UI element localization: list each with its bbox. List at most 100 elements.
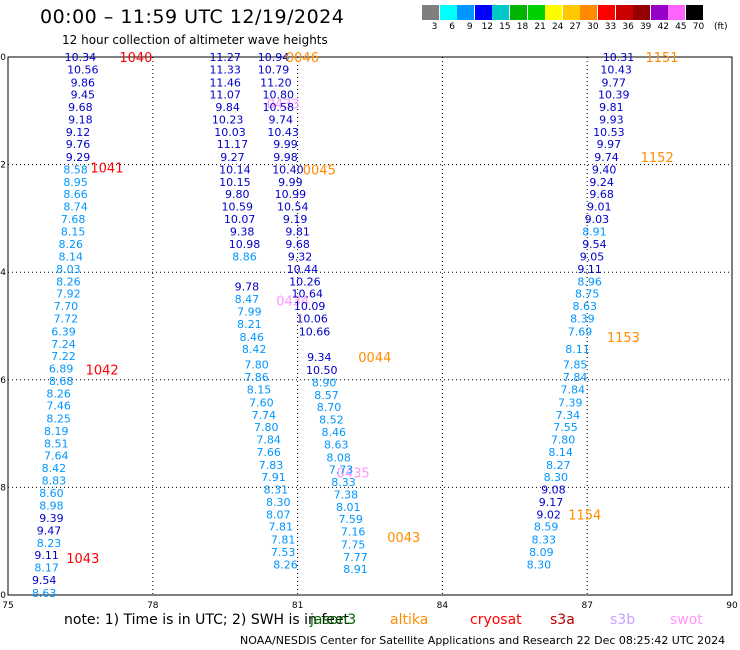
wave-height-value: 8.33 — [532, 534, 557, 547]
y-tick-label: 22 — [0, 161, 6, 171]
wave-height-value: 10.59 — [222, 201, 254, 214]
wave-height-value: 8.19 — [44, 425, 69, 438]
wave-height-value: 10.34 — [65, 51, 97, 64]
wave-height-value: 7.34 — [556, 409, 581, 422]
wave-height-value: 9.47 — [37, 524, 62, 537]
legend-label: 24 — [551, 22, 564, 32]
page-title: 00:00 – 11:59 UTC 12/19/2024 — [40, 6, 345, 28]
mission-label-jason3: jason3 — [310, 612, 357, 628]
wave-height-value: 8.30 — [544, 471, 569, 484]
legend-label: 45 — [675, 22, 687, 32]
legend-swatch — [686, 5, 703, 20]
wave-height-value: 7.81 — [271, 534, 296, 547]
wave-height-value: 7.75 — [341, 538, 366, 551]
wave-height-value: 7.74 — [252, 409, 277, 422]
wave-height-value: 9.40 — [592, 163, 617, 176]
wave-height-value: 8.25 — [46, 413, 71, 426]
wave-height-value: 7.99 — [237, 305, 262, 318]
legend-label: 21 — [534, 22, 546, 32]
wave-height-value: 10.43 — [600, 63, 632, 76]
wave-height-value: 9.27 — [220, 151, 245, 164]
wave-height-value: 7.80 — [244, 359, 269, 372]
wave-height-value: 9.97 — [597, 138, 622, 151]
wave-height-value: 9.81 — [285, 225, 310, 238]
wave-height-value: 8.57 — [314, 389, 339, 402]
x-tick-label: 84 — [437, 601, 449, 611]
wave-height-value: 8.14 — [58, 251, 83, 264]
legend-label: 15 — [499, 22, 511, 32]
wave-height-value: 7.72 — [54, 312, 79, 325]
wave-height-value: 7.86 — [244, 371, 269, 384]
wave-height-value: 8.07 — [266, 508, 291, 521]
wave-height-value: 10.94 — [258, 51, 290, 64]
wave-height-value: 8.30 — [527, 558, 552, 571]
wave-height-value: 11.07 — [209, 89, 241, 102]
wave-height-value: 8.42 — [242, 343, 267, 356]
wave-height-value: 10.54 — [277, 201, 309, 214]
wave-height-value: 9.08 — [541, 484, 566, 497]
wave-height-value: 8.68 — [49, 375, 74, 388]
wave-height-value: 10.56 — [67, 63, 99, 76]
wave-height-value: 9.74 — [268, 113, 293, 126]
wave-height-value: 9.78 — [235, 281, 260, 294]
wave-height-value: 7.66 — [256, 446, 281, 459]
x-tick-label: 78 — [147, 601, 159, 611]
wave-height-value: 9.29 — [66, 151, 91, 164]
wave-height-value: 7.55 — [553, 421, 578, 434]
legend-swatch — [422, 5, 439, 20]
wave-height-value: 8.15 — [247, 383, 272, 396]
wave-height-value: 7.84 — [563, 371, 588, 384]
wave-height-value: 8.95 — [63, 176, 88, 189]
legend-swatch — [492, 5, 510, 20]
wave-height-value: 9.99 — [278, 176, 303, 189]
legend-swatch — [598, 5, 615, 20]
wave-height-value: 9.86 — [71, 76, 96, 89]
wave-height-value: 8.75 — [575, 288, 600, 301]
pass-time-label: 0045 — [303, 163, 336, 178]
wave-height-value: 9.11 — [34, 549, 59, 562]
wave-height-value: 8.70 — [317, 401, 342, 414]
y-tick-label: 20 — [0, 53, 6, 63]
wave-height-value: 10.09 — [294, 300, 326, 313]
wave-height-value: 7.39 — [558, 396, 583, 409]
legend-label: 42 — [657, 22, 670, 32]
legend-swatch — [527, 5, 545, 20]
legend-label: 39 — [639, 22, 652, 32]
wave-height-value: 9.54 — [32, 574, 57, 587]
wave-height-value: 6.39 — [51, 325, 76, 338]
pass-time-label: 0435 — [337, 466, 370, 481]
wave-height-value: 8.33 — [331, 476, 356, 489]
x-tick-label: 75 — [2, 601, 13, 611]
mission-label-s3a: s3a — [550, 612, 575, 628]
wave-height-value: 8.39 — [570, 312, 595, 325]
wave-height-value: 9.77 — [601, 76, 626, 89]
wave-height-value: 11.33 — [209, 63, 241, 76]
wave-height-value: 8.09 — [529, 546, 554, 559]
y-tick-label: 28 — [0, 483, 6, 493]
wave-height-value: 7.16 — [341, 526, 366, 539]
pass-time-label: 1042 — [86, 364, 119, 379]
wave-height-value: 10.15 — [219, 176, 251, 189]
wave-height-value: 8.90 — [312, 376, 337, 389]
wave-height-value: 8.60 — [39, 487, 64, 500]
wave-height-value: 8.86 — [232, 251, 257, 264]
wave-height-value: 8.21 — [237, 318, 262, 331]
wave-height-value: 9.03 — [585, 213, 610, 226]
legend-label: 9 — [466, 22, 473, 32]
page-subtitle: 12 hour collection of altimeter wave hei… — [62, 33, 328, 47]
wave-height-value: 9.45 — [71, 89, 96, 102]
wave-height-value: 8.26 — [56, 275, 81, 288]
wave-height-value: 7.53 — [271, 546, 296, 559]
pass-time-label: 1153 — [607, 331, 640, 346]
wave-height-value: 7.60 — [249, 396, 274, 409]
wave-height-value: 10.99 — [275, 188, 307, 201]
wave-height-value: 8.46 — [322, 426, 347, 439]
legend-swatch — [668, 5, 686, 20]
wave-height-value: 9.17 — [539, 496, 564, 509]
footer-note: note: 1) Time is in UTC; 2) SWH is in fe… — [64, 612, 350, 628]
wave-height-value: 7.68 — [61, 213, 86, 226]
wave-height-value: 8.42 — [42, 462, 67, 475]
wave-height-value: 9.93 — [599, 113, 624, 126]
legend-swatch — [633, 5, 651, 20]
wave-height-value: 10.06 — [296, 312, 328, 325]
